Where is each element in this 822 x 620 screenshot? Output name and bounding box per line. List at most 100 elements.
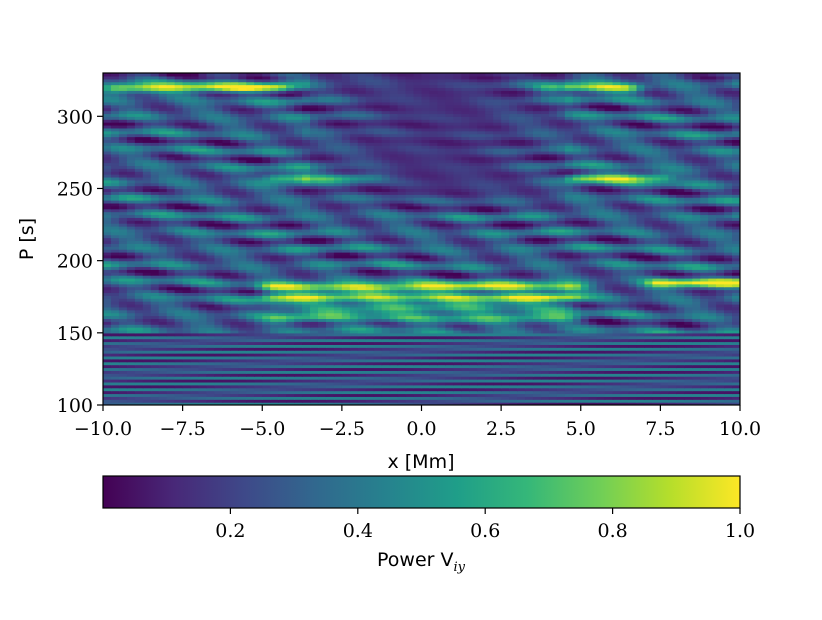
heatmap-cell (278, 355, 287, 360)
heatmap-cell (302, 350, 311, 354)
heatmap-cell (142, 399, 152, 403)
heatmap-cell (333, 381, 343, 386)
heatmap-cell (333, 254, 343, 259)
heatmap-cell (588, 332, 598, 337)
heatmap-cell (126, 358, 136, 363)
heatmap-cell (182, 260, 192, 265)
heatmap-cell (381, 344, 391, 348)
heatmap-cell (461, 361, 470, 366)
heatmap-cell (572, 358, 582, 363)
heatmap-cell (310, 246, 319, 250)
heatmap-cell (230, 367, 239, 371)
heatmap-cell (262, 353, 271, 357)
heatmap-cell (692, 280, 701, 285)
heatmap-cell (174, 361, 184, 366)
heatmap-cell (310, 367, 319, 371)
heatmap-cell (469, 269, 478, 273)
heatmap-cell (238, 344, 247, 348)
heatmap-cell (453, 306, 462, 311)
heatmap-cell (246, 347, 255, 351)
heatmap-cell (373, 237, 383, 242)
heatmap-cell (700, 295, 709, 299)
heatmap-cell (437, 254, 446, 259)
heatmap-cell (278, 309, 287, 314)
heatmap-cell (397, 280, 407, 285)
heatmap-cell (453, 312, 462, 317)
heatmap-cell (349, 332, 359, 337)
heatmap-cell (174, 315, 184, 319)
heatmap-cell (461, 338, 470, 343)
heatmap-cell (445, 312, 454, 317)
heatmap-cell (333, 269, 343, 273)
heatmap-cell (397, 379, 407, 383)
heatmap-cell (572, 292, 582, 296)
heatmap-cell (628, 324, 638, 328)
heatmap-cell (660, 361, 669, 366)
heatmap-cell (469, 240, 478, 244)
heatmap-cell (580, 376, 590, 380)
heatmap-cell (596, 283, 606, 288)
heatmap-cell (246, 390, 255, 395)
heatmap-cell (294, 263, 303, 268)
heatmap-cell (341, 312, 351, 317)
heatmap-cell (278, 306, 287, 311)
heatmap-cell (142, 254, 152, 259)
heatmap-cell (103, 381, 112, 386)
heatmap-cell (548, 347, 558, 351)
heatmap-cell (254, 251, 263, 256)
heatmap-cell (333, 312, 343, 317)
heatmap-cell (588, 298, 598, 302)
heatmap-cell (142, 306, 152, 311)
heatmap-cell (485, 353, 494, 357)
heatmap-cell (103, 275, 112, 279)
heatmap-cell (286, 399, 295, 403)
heatmap-cell (564, 275, 574, 279)
heatmap-cell (254, 402, 263, 405)
heatmap-cell (365, 370, 375, 374)
heatmap-cell (556, 243, 566, 247)
heatmap-cell (381, 341, 391, 345)
heatmap-cell (397, 295, 407, 299)
heatmap-cell (214, 379, 224, 383)
heatmap-cell (532, 246, 542, 250)
heatmap-cell (644, 341, 654, 345)
heatmap-cell (716, 364, 725, 369)
heatmap-cell (469, 329, 478, 334)
heatmap-cell (684, 353, 693, 357)
heatmap-cell (612, 364, 622, 369)
heatmap-cell (548, 295, 558, 299)
heatmap-cell (270, 275, 279, 279)
heatmap-cell (421, 335, 431, 340)
heatmap-cell (548, 381, 558, 386)
heatmap-cell (493, 373, 502, 377)
heatmap-cell (644, 387, 654, 392)
heatmap-cell (238, 283, 247, 288)
heatmap-cell (214, 347, 224, 351)
heatmap-cell (724, 275, 733, 279)
heatmap-cell (150, 254, 160, 259)
heatmap-cell (604, 329, 614, 334)
heatmap-cell (158, 361, 168, 366)
heatmap-cell (278, 344, 287, 348)
heatmap-cell (174, 350, 184, 354)
heatmap-cell (604, 249, 614, 253)
heatmap-cell (118, 347, 128, 351)
heatmap-cell (238, 402, 247, 405)
heatmap-cell (540, 399, 550, 403)
heatmap-cell (278, 373, 287, 377)
heatmap-cell (461, 393, 470, 397)
heatmap-cell (612, 402, 622, 405)
heatmap-cell (509, 260, 518, 265)
heatmap-cell (588, 263, 598, 268)
heatmap-cell (134, 303, 144, 308)
heatmap-cell (214, 249, 224, 253)
heatmap-cell (357, 355, 367, 360)
heatmap-cell (612, 318, 622, 322)
heatmap-cell (485, 240, 494, 244)
heatmap-cell (142, 396, 152, 400)
heatmap-cell (158, 298, 168, 302)
heatmap-cell (636, 355, 646, 360)
heatmap-cell (461, 240, 470, 244)
heatmap-cell (278, 315, 287, 319)
heatmap-cell (509, 269, 518, 273)
